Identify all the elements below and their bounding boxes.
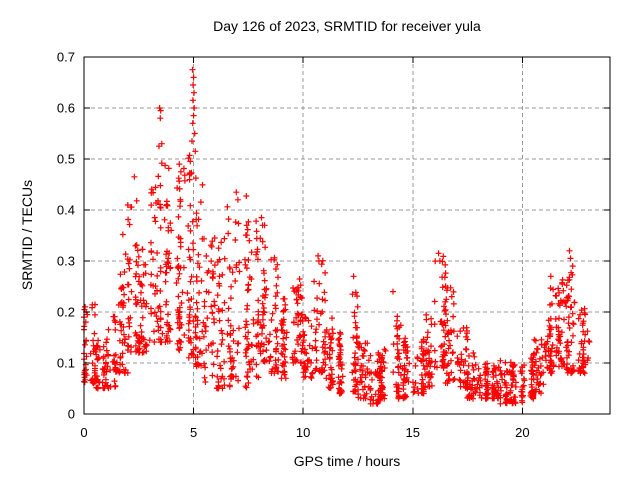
tick-labels: 0 0.1 0.2 0.3 0.4 0.5 0.6 0.7 0 5 10 15 20	[57, 50, 530, 441]
y-axis-label: SRMTID / TECUs	[19, 180, 35, 290]
x-axis-label: GPS time / hours	[294, 453, 401, 469]
gridlines	[84, 57, 610, 414]
y-tick-label: 0.7	[57, 50, 75, 65]
y-tick-label: 0.6	[57, 101, 75, 116]
x-tick-label: 20	[515, 425, 529, 440]
y-tick-label: 0.1	[57, 356, 75, 371]
y-tick-label: 0.5	[57, 152, 75, 167]
x-tick-label: 0	[80, 425, 87, 440]
y-tick-label: 0.4	[57, 203, 75, 218]
x-tick-label: 10	[296, 425, 310, 440]
x-tick-label: 15	[406, 425, 420, 440]
y-tick-label: 0.3	[57, 254, 75, 269]
x-tick-label: 5	[190, 425, 197, 440]
y-tick-label: 0	[68, 407, 75, 422]
scatter-points	[81, 66, 593, 407]
y-tick-label: 0.2	[57, 305, 75, 320]
chart-title: Day 126 of 2023, SRMTID for receiver yul…	[213, 18, 481, 34]
plot-frame	[83, 56, 611, 415]
